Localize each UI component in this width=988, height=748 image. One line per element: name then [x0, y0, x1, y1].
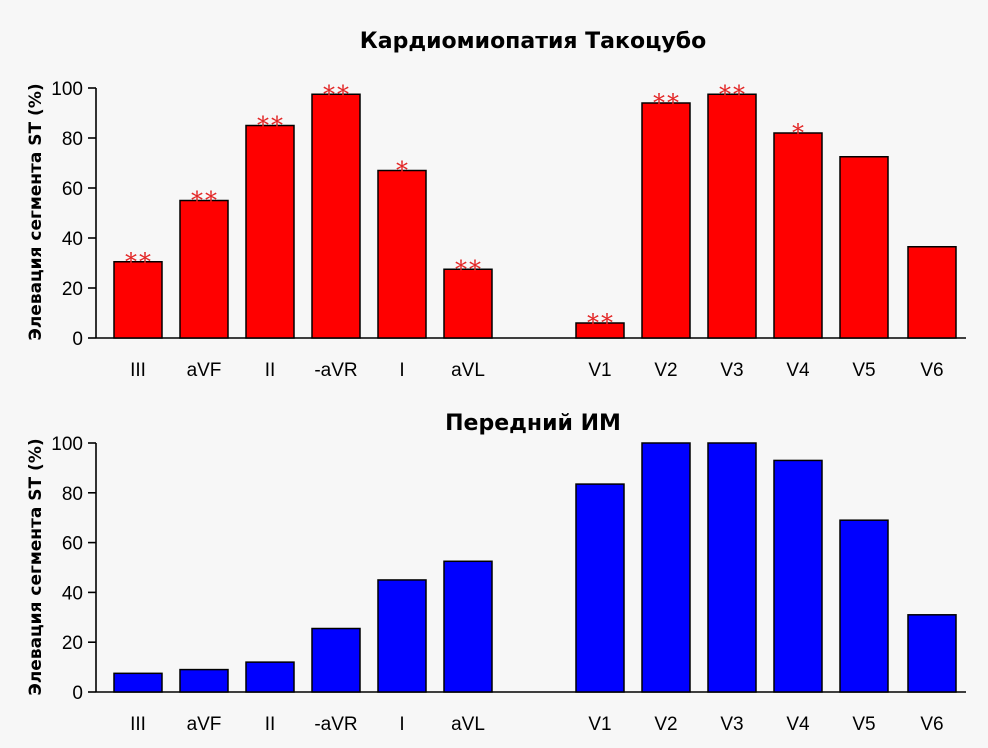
takotsubo-significance-label: **	[653, 89, 681, 117]
anterior-mi-chart-title: Передний ИМ	[445, 411, 621, 436]
takotsubo-bar	[773, 132, 823, 339]
anterior-mi-y-tick-label: 100	[51, 434, 83, 455]
anterior-mi-category-label: V4	[786, 714, 810, 735]
takotsubo-chart: Кардиомиопатия Такоцубо Элевация сегмент…	[26, 29, 966, 381]
anterior-mi-bar	[641, 442, 691, 693]
takotsubo-bar	[311, 93, 361, 339]
anterior-mi-bar	[311, 627, 361, 693]
anterior-mi-category-label: V1	[588, 714, 611, 735]
anterior-mi-category-label: -aVR	[314, 714, 357, 735]
anterior-mi-y-tick-label: 60	[62, 534, 83, 555]
takotsubo-bar	[113, 261, 163, 339]
takotsubo-category-label: -aVR	[314, 360, 357, 381]
anterior-mi-bar	[575, 483, 625, 693]
takotsubo-category-label: aVL	[451, 360, 485, 381]
takotsubo-significance-label: *	[396, 157, 410, 185]
anterior-mi-category-label: III	[130, 714, 146, 735]
anterior-mi-chart: Передний ИМ Элевация сегмента ST (%) 0 20…	[26, 411, 966, 735]
takotsubo-category-label: V5	[852, 360, 875, 381]
takotsubo-significance-label: **	[323, 80, 351, 108]
anterior-mi-bar	[443, 560, 493, 693]
takotsubo-significance-label: **	[587, 309, 615, 337]
anterior-mi-y-tick-label: 40	[62, 583, 83, 604]
takotsubo-bar	[443, 268, 493, 339]
takotsubo-y-tick-label: 40	[62, 229, 83, 250]
anterior-mi-y-tick-label: 80	[62, 484, 83, 505]
takotsubo-y-tick-label: 20	[62, 279, 83, 300]
takotsubo-y-tick-label: 0	[72, 329, 83, 350]
takotsubo-category-label: II	[265, 360, 276, 381]
takotsubo-bar	[575, 322, 625, 339]
anterior-mi-category-label: V6	[920, 714, 943, 735]
anterior-mi-category-label: V2	[654, 714, 677, 735]
takotsubo-bar	[245, 124, 295, 339]
takotsubo-y-axis-label: Элевация сегмента ST (%)	[26, 83, 46, 340]
takotsubo-category-label: V4	[786, 360, 810, 381]
anterior-mi-bar	[707, 442, 757, 693]
takotsubo-category-label: V2	[654, 360, 677, 381]
takotsubo-y-tick-label: 100	[51, 79, 83, 100]
anterior-mi-category-label: I	[399, 714, 404, 735]
takotsubo-bar	[641, 102, 691, 339]
takotsubo-category-label: V1	[588, 360, 611, 381]
takotsubo-significance-label: **	[257, 112, 285, 140]
anterior-mi-category-label: II	[265, 714, 276, 735]
takotsubo-significance-label: **	[191, 187, 219, 215]
anterior-mi-category-label: aVF	[187, 714, 222, 735]
anterior-mi-bar	[179, 668, 229, 693]
takotsubo-category-label: V3	[720, 360, 743, 381]
takotsubo-category-label: III	[130, 360, 146, 381]
anterior-mi-bar	[839, 519, 889, 693]
takotsubo-bar	[907, 246, 957, 339]
takotsubo-category-label: I	[399, 360, 404, 381]
takotsubo-bar	[707, 93, 757, 339]
anterior-mi-category-label: V3	[720, 714, 743, 735]
anterior-mi-y-tick-label: 20	[62, 633, 83, 654]
anterior-mi-bar	[113, 672, 163, 693]
takotsubo-y-tick-label: 80	[62, 129, 83, 150]
anterior-mi-bar	[773, 459, 823, 693]
takotsubo-significance-label: **	[125, 248, 153, 276]
anterior-mi-y-tick-label: 0	[72, 683, 83, 704]
takotsubo-significance-label: **	[455, 255, 483, 283]
takotsubo-significance-label: *	[792, 119, 806, 147]
anterior-mi-bar	[245, 661, 295, 693]
anterior-mi-category-label: aVL	[451, 714, 485, 735]
takotsubo-category-label: aVF	[187, 360, 222, 381]
anterior-mi-y-axis-label: Элевация сегмента ST (%)	[26, 438, 46, 695]
anterior-mi-category-label: V5	[852, 714, 875, 735]
anterior-mi-bar	[907, 614, 957, 693]
takotsubo-bar	[179, 199, 229, 339]
takotsubo-category-label: V6	[920, 360, 943, 381]
anterior-mi-bar	[377, 579, 427, 693]
takotsubo-y-tick-label: 60	[62, 179, 83, 200]
takotsubo-bar	[377, 169, 427, 339]
takotsubo-significance-label: **	[719, 80, 747, 108]
takotsubo-chart-title: Кардиомиопатия Такоцубо	[360, 29, 706, 54]
takotsubo-bar	[839, 156, 889, 339]
